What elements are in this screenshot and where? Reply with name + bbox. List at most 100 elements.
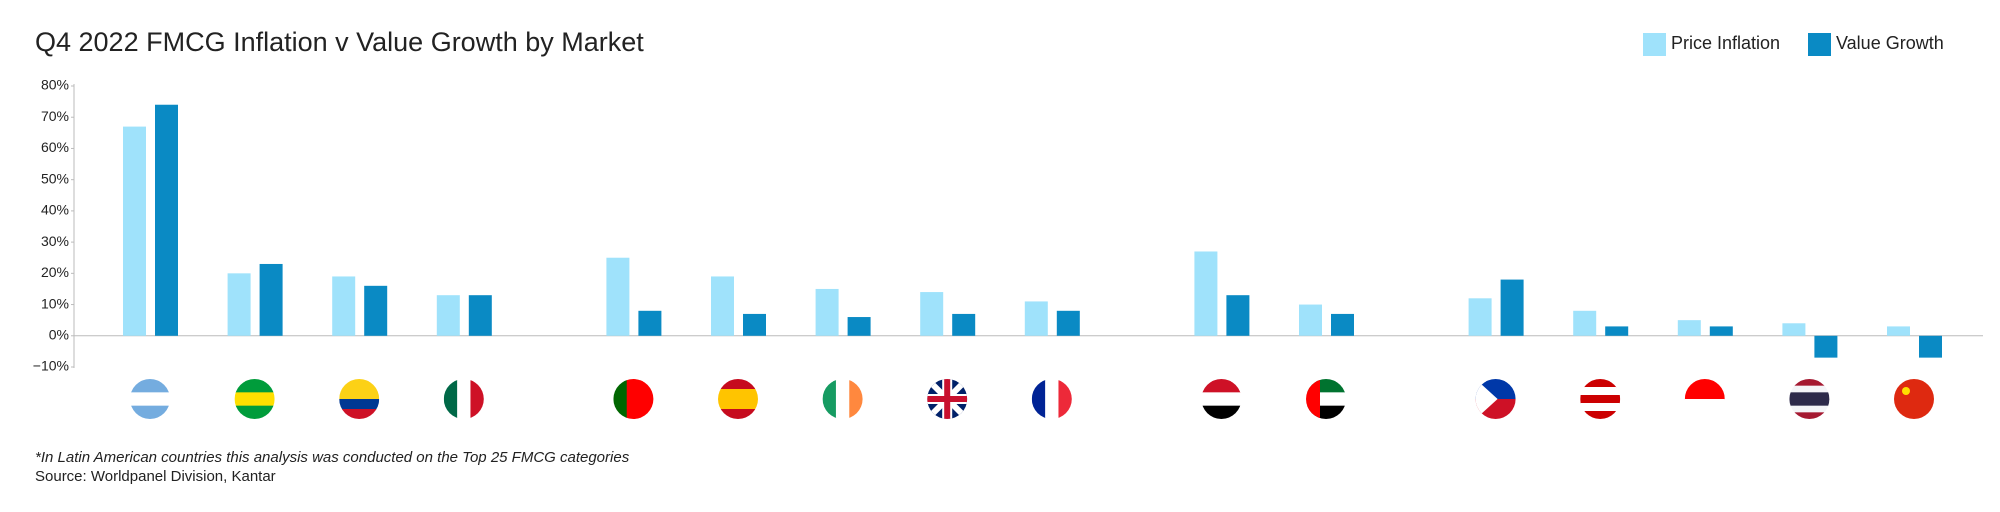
bar xyxy=(1605,326,1629,336)
flag-stripe xyxy=(1684,379,1725,400)
legend-swatch xyxy=(1643,33,1666,56)
bar xyxy=(1919,335,1942,358)
flag-stripe xyxy=(1475,379,1498,419)
flag-stripe xyxy=(1789,385,1830,393)
flag-stripe xyxy=(1201,405,1242,419)
flag-stripe xyxy=(944,379,951,419)
bar xyxy=(1814,335,1838,358)
bar xyxy=(259,263,283,336)
y-tick-label: 20% xyxy=(41,264,69,280)
flag xyxy=(1894,379,1934,419)
legend-swatch xyxy=(1808,33,1831,56)
flag-stripe xyxy=(339,379,380,390)
bar xyxy=(1887,326,1910,336)
flag-stripe xyxy=(849,379,863,419)
flag xyxy=(339,379,380,419)
flag-stripe xyxy=(234,379,275,393)
legend-label: Value Growth xyxy=(1836,33,1944,53)
flag-stripe xyxy=(718,399,758,410)
bar xyxy=(1782,323,1806,336)
flag-stripe xyxy=(1045,379,1059,419)
flag-stripe xyxy=(1789,379,1830,387)
bar xyxy=(436,295,460,336)
y-tick-label: −10% xyxy=(33,358,69,374)
flag-stripe xyxy=(457,379,471,419)
bar xyxy=(1194,251,1218,336)
flag xyxy=(1031,379,1072,419)
flag-stripe xyxy=(718,379,758,390)
flag-stripe xyxy=(1201,379,1242,393)
flag xyxy=(1306,379,1346,419)
flag-stripe xyxy=(234,405,275,419)
bar xyxy=(1677,320,1701,336)
flag-stripe xyxy=(1580,387,1621,396)
bar xyxy=(606,257,630,336)
y-tick-label: 80% xyxy=(41,77,69,93)
bar xyxy=(332,276,356,336)
bar xyxy=(123,126,146,336)
bar xyxy=(1331,313,1354,336)
bar xyxy=(1500,279,1524,336)
y-tick-label: 0% xyxy=(49,326,69,342)
flag-stripe xyxy=(339,389,380,400)
flag-stripe xyxy=(1306,379,1320,419)
flag xyxy=(1789,379,1830,419)
flag xyxy=(130,379,170,419)
flag-stripe xyxy=(718,389,758,400)
bar xyxy=(711,276,734,336)
flag-stripe xyxy=(339,409,380,419)
flag xyxy=(1201,379,1242,419)
flag-stripe xyxy=(1580,379,1621,388)
y-tick-label: 60% xyxy=(41,139,69,155)
flag xyxy=(718,379,758,419)
bar xyxy=(1226,295,1250,336)
bar xyxy=(364,285,388,336)
flag xyxy=(1580,379,1621,419)
flag-stripe xyxy=(718,409,758,419)
bar xyxy=(227,273,251,336)
flag xyxy=(234,379,275,419)
y-tick-label: 70% xyxy=(41,108,69,124)
bar xyxy=(815,288,839,336)
flag-stripe xyxy=(234,392,275,407)
flag xyxy=(443,379,484,419)
flag-stripe xyxy=(1789,392,1830,400)
flag-stripe xyxy=(822,379,837,419)
flag-stripe xyxy=(1789,405,1830,413)
flag-stripe xyxy=(1058,379,1072,419)
bar xyxy=(638,310,662,336)
bar xyxy=(1573,310,1597,336)
flag-stripe xyxy=(443,379,458,419)
bar xyxy=(1468,298,1492,336)
flag-stripe xyxy=(1789,399,1830,407)
y-tick-label: 50% xyxy=(41,170,69,186)
footnote: *In Latin American countries this analys… xyxy=(35,449,630,466)
flag-stripe xyxy=(640,379,654,419)
bar xyxy=(952,313,976,336)
bar xyxy=(847,317,871,336)
chart-title: Q4 2022 FMCG Inflation v Value Growth by… xyxy=(35,27,644,57)
flag xyxy=(613,379,654,419)
y-tick-label: 30% xyxy=(41,233,69,249)
flag-stripe xyxy=(835,379,850,419)
flag-stripe xyxy=(339,399,380,410)
flag-stripe xyxy=(1789,412,1830,419)
flag-stripe xyxy=(470,379,484,419)
flag-stripe xyxy=(1894,379,1934,419)
bar xyxy=(1299,304,1322,336)
flag-stripe xyxy=(130,392,170,407)
source: Source: Worldpanel Division, Kantar xyxy=(35,468,276,485)
flag-stripe xyxy=(613,379,628,419)
flag xyxy=(927,379,968,419)
flag-stripe xyxy=(1580,395,1621,404)
bar xyxy=(743,313,766,336)
y-tick-label: 40% xyxy=(41,202,69,218)
flag xyxy=(1684,379,1725,419)
flag-stripe xyxy=(130,379,170,393)
bar xyxy=(1709,326,1733,336)
flag-stripe xyxy=(1580,411,1621,419)
legend-label: Price Inflation xyxy=(1671,33,1780,53)
y-tick-label: 10% xyxy=(41,295,69,311)
flag-stripe xyxy=(1580,403,1621,412)
